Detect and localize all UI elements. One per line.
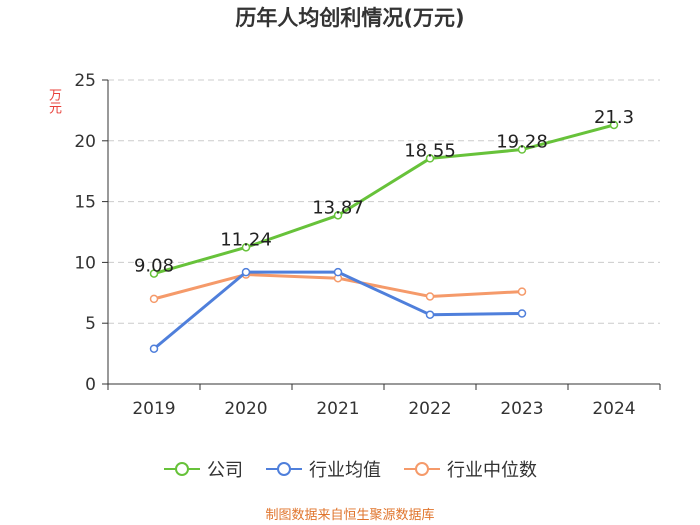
data-point-0-2024 [609, 120, 619, 130]
data-label-2019: 9.08 [134, 256, 174, 277]
data-point-1-2019 [149, 344, 159, 353]
data-point-0-2020 [241, 243, 251, 252]
data-point-1-2020 [241, 267, 251, 277]
data-label-2020: 11.24 [220, 229, 272, 250]
data-label-2024: 21.3 [594, 107, 634, 128]
y-tick-label-20: 20 [74, 132, 96, 152]
x-tick-label-2024: 2024 [592, 399, 635, 419]
data-point-0-2021 [333, 211, 343, 220]
data-label-2021: 13.87 [312, 197, 364, 218]
data-label-2023: 19.28 [496, 132, 548, 153]
data-point-0-2022 [425, 154, 435, 163]
y-axis-unit: 万元 [46, 88, 61, 114]
y-tick-label-0: 0 [85, 375, 96, 395]
y-tick-label-15: 15 [74, 193, 96, 213]
x-tick-label-2020: 2020 [224, 399, 267, 419]
data-point-2-2022 [425, 292, 435, 301]
x-tick-label-2021: 2021 [316, 399, 359, 419]
legend-marker-industry-median [404, 462, 440, 476]
legend-marker-industry-avg [266, 462, 302, 476]
legend-label-industry-avg: 行业均值 [309, 460, 381, 481]
legend-item-industry-avg[interactable]: 行业均值 [265, 456, 381, 482]
data-point-0-2023 [517, 145, 527, 154]
series-line-0 [153, 123, 615, 276]
data-source: 制图数据来自恒生聚源数据库 [265, 508, 435, 523]
data-point-2-2023 [517, 287, 527, 296]
data-point-2-2019 [149, 294, 159, 304]
data-label-2022: 18.55 [404, 140, 456, 161]
x-tick-label-2023: 2023 [500, 399, 543, 419]
legend-label-industry-median: 行业中位数 [447, 460, 537, 481]
data-point-1-2022 [425, 310, 435, 319]
x-tick-label-2022: 2022 [408, 399, 451, 419]
y-tick-label-10: 10 [74, 253, 96, 273]
data-point-1-2021 [333, 267, 343, 277]
legend-item-industry-median[interactable]: 行业中位数 [403, 456, 537, 482]
data-point-0-2019 [149, 269, 159, 278]
y-tick-label-25: 25 [74, 71, 96, 91]
y-tick-label-5: 5 [85, 314, 96, 334]
legend: 公司 行业均值 行业中位数 [0, 456, 700, 482]
legend-label-company: 公司 [207, 460, 243, 481]
chart-title: 历年人均创利情况(万元) [235, 6, 465, 30]
x-tick-label-2019: 2019 [132, 399, 175, 419]
legend-item-company[interactable]: 公司 [163, 456, 243, 482]
data-point-1-2023 [517, 309, 527, 318]
legend-marker-company [164, 462, 200, 476]
